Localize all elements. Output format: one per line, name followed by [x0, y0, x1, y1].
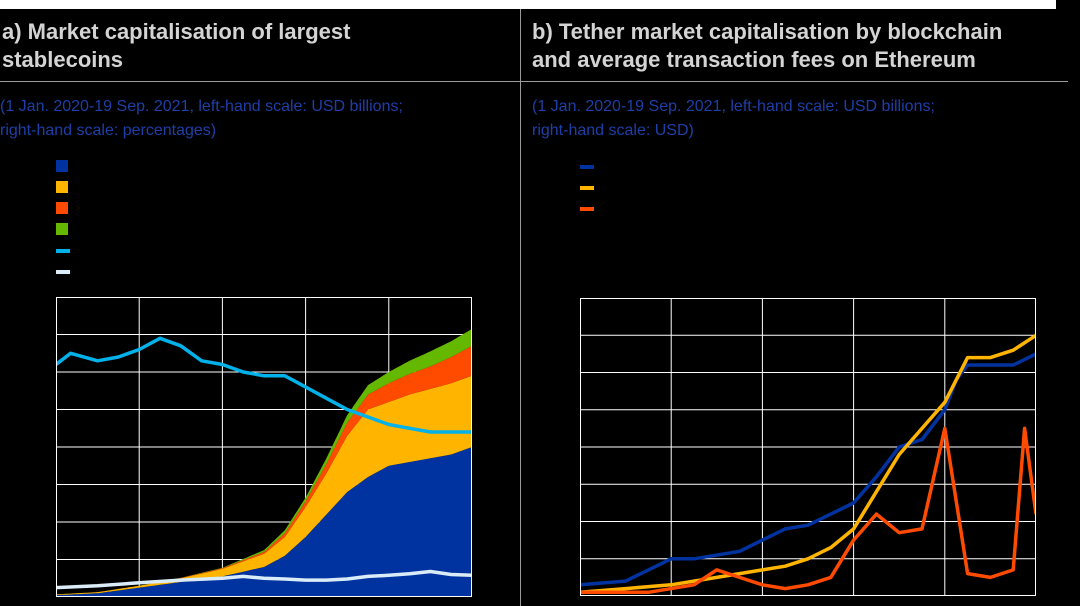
panel-b-line-series-1	[580, 352, 1036, 587]
panel-b-title: b) Tether market capitalisation by block…	[532, 18, 1002, 74]
panel-a-title: a) Market capitalisation of largest stab…	[2, 18, 350, 74]
panel-b-line-series-3	[580, 426, 1036, 595]
legend-swatch	[56, 160, 68, 172]
legend-swatch	[56, 202, 68, 214]
panel-a-area-series-4	[56, 328, 472, 595]
panel-a-line-series-2	[56, 569, 472, 590]
panel-b-plot-frame	[580, 298, 1036, 596]
panel-a-title-rule	[0, 81, 520, 82]
legend-swatch	[580, 186, 594, 190]
legend-swatch	[56, 270, 70, 274]
panel-a-subtitle-line-2: right-hand scale: percentages)	[0, 122, 217, 139]
panel-b-title-rule	[521, 81, 1068, 82]
panel-b-subtitle-line-1: (1 Jan. 2020-19 Sep. 2021, left-hand sca…	[532, 98, 935, 115]
panel-b-subtitle: (1 Jan. 2020-19 Sep. 2021, left-hand sca…	[532, 95, 935, 143]
legend-swatch	[56, 223, 68, 235]
panel-a-subtitle: (1 Jan. 2020-19 Sep. 2021, left-hand sca…	[0, 95, 403, 143]
panel-a-area-series-2	[56, 375, 472, 596]
legend-swatch	[580, 165, 594, 169]
panel-a-line-series-1	[56, 336, 472, 434]
panel-b-title-line-2: and average transaction fees on Ethereum	[532, 47, 976, 72]
panel-a-title-line-2: stablecoins	[2, 47, 124, 72]
legend-swatch	[56, 249, 70, 253]
legend-swatch	[56, 181, 68, 193]
panel-divider	[520, 9, 521, 606]
panel-b-subtitle-line-2: right-hand scale: USD)	[532, 122, 694, 139]
panel-a-subtitle-line-1: (1 Jan. 2020-19 Sep. 2021, left-hand sca…	[0, 98, 403, 115]
panel-a-area-series-1	[56, 447, 472, 597]
panel-b-chart	[580, 298, 1036, 596]
panel-a-area-series-3	[56, 345, 472, 595]
panel-a-title-line-1: a) Market capitalisation of largest	[2, 19, 351, 44]
panel-b-title-line-1: b) Tether market capitalisation by block…	[532, 19, 1003, 44]
top-white-strip	[0, 0, 1056, 9]
panel-a-plot-frame	[56, 297, 472, 597]
panel-a-chart	[56, 297, 472, 597]
panel-b-line-series-2	[580, 333, 1036, 595]
legend-swatch	[580, 207, 594, 211]
